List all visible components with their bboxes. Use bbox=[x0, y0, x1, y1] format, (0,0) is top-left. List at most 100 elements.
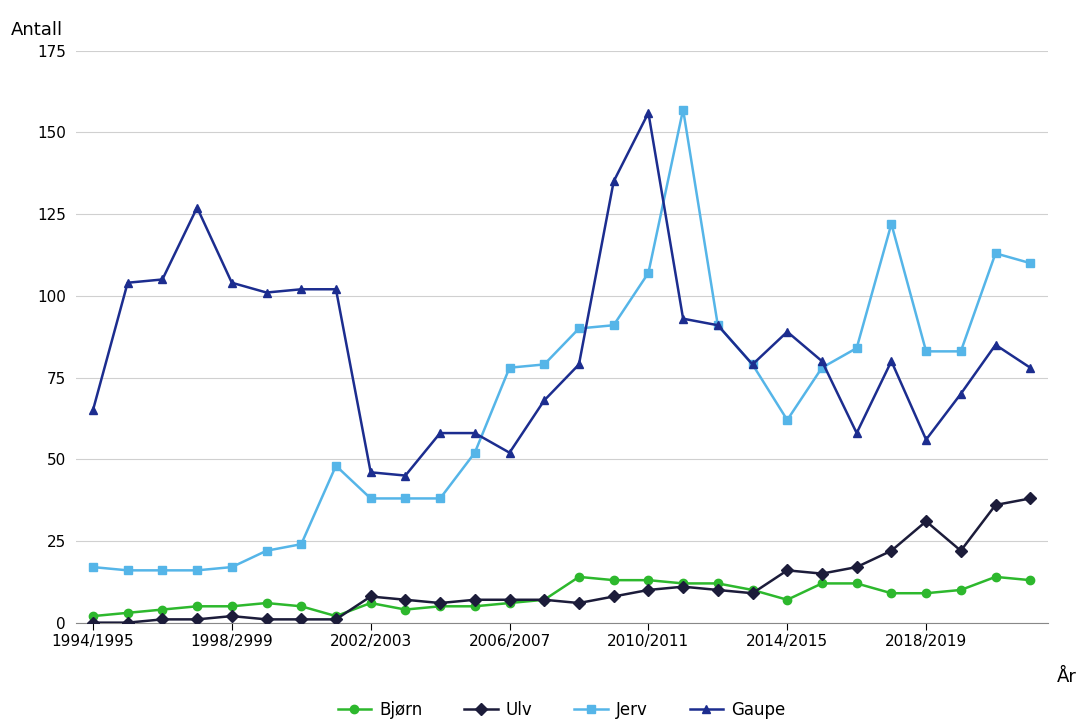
Bjørn bbox=[746, 586, 759, 594]
Ulv bbox=[676, 582, 689, 591]
Jerv bbox=[190, 566, 203, 575]
Bjørn bbox=[538, 595, 551, 604]
Ulv bbox=[329, 615, 342, 623]
Ulv bbox=[572, 599, 585, 607]
Bjørn bbox=[885, 589, 897, 597]
Ulv bbox=[295, 615, 308, 623]
Jerv bbox=[226, 563, 239, 571]
Bjørn bbox=[86, 612, 99, 620]
Bjørn bbox=[469, 602, 482, 610]
Jerv bbox=[642, 269, 654, 277]
Gaupe bbox=[364, 468, 377, 476]
Ulv bbox=[885, 547, 897, 555]
Ulv bbox=[86, 618, 99, 627]
Bjørn bbox=[607, 576, 620, 584]
Gaupe bbox=[885, 357, 897, 366]
Bjørn bbox=[503, 599, 516, 607]
Jerv bbox=[607, 321, 620, 329]
Gaupe bbox=[919, 435, 932, 444]
Gaupe bbox=[433, 429, 447, 437]
Gaupe bbox=[781, 327, 794, 336]
Jerv bbox=[469, 448, 482, 457]
Bjørn bbox=[329, 612, 342, 620]
Ulv bbox=[469, 595, 482, 604]
Gaupe bbox=[226, 279, 239, 287]
Bjørn bbox=[572, 573, 585, 581]
Jerv bbox=[885, 219, 897, 228]
Line: Bjørn: Bjørn bbox=[89, 573, 1035, 620]
Line: Gaupe: Gaupe bbox=[89, 109, 1035, 480]
Jerv bbox=[503, 363, 516, 372]
Ulv bbox=[607, 592, 620, 601]
Bjørn bbox=[919, 589, 932, 597]
Bjørn bbox=[121, 608, 134, 617]
Gaupe bbox=[676, 314, 689, 323]
Legend: Bjørn, Ulv, Jerv, Gaupe: Bjørn, Ulv, Jerv, Gaupe bbox=[332, 694, 792, 724]
Ulv bbox=[815, 569, 828, 578]
Bjørn bbox=[712, 579, 725, 588]
Gaupe bbox=[607, 177, 620, 186]
Gaupe bbox=[399, 471, 411, 480]
Bjørn bbox=[955, 586, 968, 594]
Ulv bbox=[955, 547, 968, 555]
Ulv bbox=[989, 500, 1002, 509]
Bjørn bbox=[642, 576, 654, 584]
Ulv bbox=[712, 586, 725, 594]
Ulv bbox=[503, 595, 516, 604]
Jerv bbox=[260, 547, 273, 555]
Gaupe bbox=[815, 357, 828, 366]
Bjørn bbox=[676, 579, 689, 588]
Ulv bbox=[919, 517, 932, 526]
Jerv bbox=[572, 324, 585, 333]
Jerv bbox=[746, 360, 759, 369]
Gaupe bbox=[955, 390, 968, 398]
Ulv bbox=[746, 589, 759, 597]
Ulv bbox=[399, 595, 411, 604]
Bjørn bbox=[1024, 576, 1037, 584]
Ulv bbox=[433, 599, 447, 607]
Bjørn bbox=[156, 605, 168, 614]
Gaupe bbox=[1024, 363, 1037, 372]
Gaupe bbox=[538, 396, 551, 405]
Bjørn bbox=[850, 579, 863, 588]
Bjørn bbox=[399, 605, 411, 614]
Gaupe bbox=[156, 275, 168, 284]
Jerv bbox=[712, 321, 725, 329]
Jerv bbox=[955, 347, 968, 355]
Line: Ulv: Ulv bbox=[89, 494, 1035, 627]
Jerv bbox=[295, 540, 308, 549]
Line: Jerv: Jerv bbox=[89, 106, 1035, 575]
Gaupe bbox=[572, 360, 585, 369]
Bjørn bbox=[295, 602, 308, 610]
Gaupe bbox=[329, 285, 342, 294]
Jerv bbox=[364, 494, 377, 502]
Jerv bbox=[433, 494, 447, 502]
Jerv bbox=[538, 360, 551, 369]
Jerv bbox=[399, 494, 411, 502]
Gaupe bbox=[712, 321, 725, 329]
Bjørn bbox=[433, 602, 447, 610]
Gaupe bbox=[746, 360, 759, 369]
Jerv bbox=[1024, 258, 1037, 267]
Gaupe bbox=[642, 109, 654, 117]
Jerv bbox=[815, 363, 828, 372]
Gaupe bbox=[86, 406, 99, 415]
Jerv bbox=[781, 416, 794, 424]
Jerv bbox=[156, 566, 168, 575]
Bjørn bbox=[226, 602, 239, 610]
Ulv bbox=[642, 586, 654, 594]
Ulv bbox=[121, 618, 134, 627]
Gaupe bbox=[190, 203, 203, 212]
Bjørn bbox=[781, 595, 794, 604]
Jerv bbox=[676, 105, 689, 114]
Bjørn bbox=[364, 599, 377, 607]
Jerv bbox=[850, 344, 863, 353]
Gaupe bbox=[503, 448, 516, 457]
Jerv bbox=[989, 249, 1002, 258]
Bjørn bbox=[815, 579, 828, 588]
Jerv bbox=[121, 566, 134, 575]
Ulv bbox=[156, 615, 168, 623]
Ulv bbox=[260, 615, 273, 623]
Ulv bbox=[226, 612, 239, 620]
Ulv bbox=[538, 595, 551, 604]
